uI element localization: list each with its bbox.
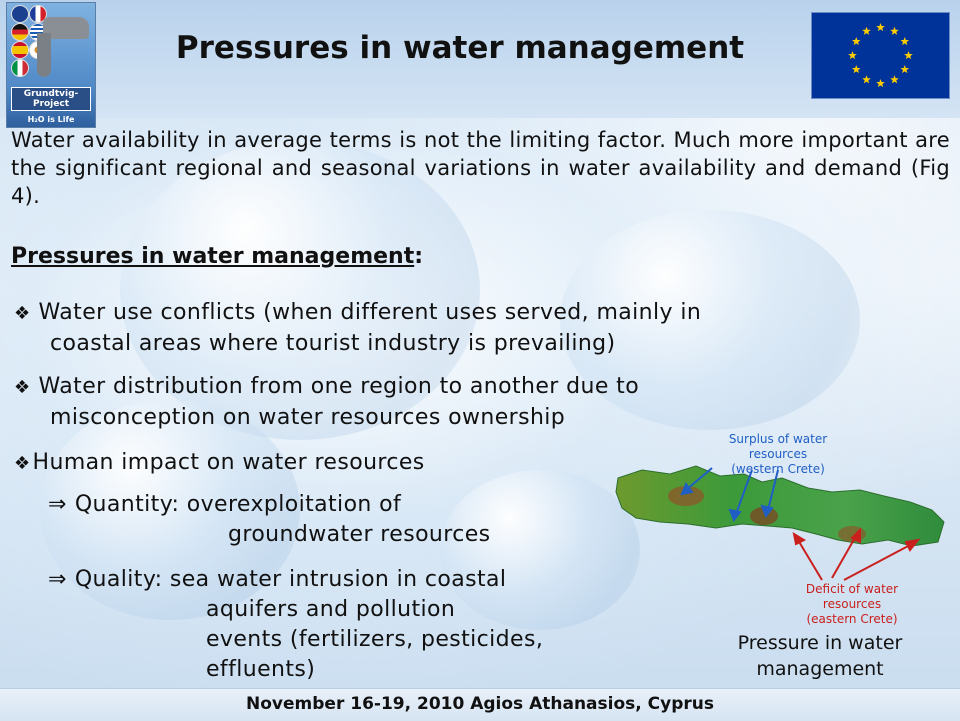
sub-bullet-label: Quantity:	[74, 492, 180, 517]
surplus-arrow	[767, 469, 779, 511]
surplus-label-line: Surplus of water	[728, 432, 828, 446]
eu-star-icon	[876, 79, 885, 88]
bullet-line: coastal areas where tourist industry is …	[50, 331, 616, 356]
faucet-neck-icon	[37, 33, 51, 77]
crete-map-icon	[615, 465, 945, 581]
sub-bullet-quantity: ⇒ Quantity: overexploitation of	[48, 490, 401, 520]
eu-star-icon	[890, 75, 899, 84]
deficit-arrow-head	[904, 538, 921, 552]
flag-spain-icon	[11, 41, 29, 59]
project-logo: Grundtvig-Project H₂O is Life	[6, 2, 96, 128]
surplus-arrow-head	[728, 508, 742, 523]
sub-bullet-line: events (fertilizers, pesticides,	[206, 627, 544, 652]
deficit-label-line: (eastern Crete)	[806, 612, 898, 626]
map-caption-line: Pressure in water	[737, 632, 903, 654]
diamond-bullet-icon: ❖	[14, 377, 31, 398]
diamond-bullet-icon: ❖	[14, 303, 31, 324]
surplus-label-line: (western Crete)	[731, 462, 825, 476]
header-band	[0, 0, 960, 118]
surplus-arrow-head	[760, 504, 774, 519]
section-heading: Pressures in water management:	[11, 244, 423, 269]
intro-paragraph: Water availability in average terms is n…	[11, 128, 950, 208]
deficit-arrow	[797, 539, 823, 581]
eu-star-icon	[904, 51, 913, 60]
section-heading-colon: :	[414, 244, 424, 269]
map-caption: Pressure in water management	[690, 630, 950, 682]
eu-star-icon	[851, 65, 861, 74]
bullet-line: misconception on water resources ownersh…	[50, 405, 566, 430]
deficit-arrow-head	[850, 527, 861, 544]
deficit-arrow	[831, 535, 857, 579]
map-caption-line: management	[756, 658, 884, 680]
eu-star-icon	[848, 51, 857, 60]
sub-bullet-line: groundwater resources	[228, 522, 491, 547]
footer-band	[0, 688, 960, 721]
water-drop-decoration	[560, 210, 860, 430]
flag-italy-icon	[11, 59, 29, 77]
logo-tagline: H₂O is Life	[27, 115, 75, 124]
eu-star-icon	[900, 65, 910, 74]
bullet-item: ❖ Water distribution from one region to a…	[14, 372, 874, 433]
sub-bullet-line: effluents)	[206, 657, 316, 682]
logo-project-name: Grundtvig-Project	[11, 87, 91, 111]
surplus-arrow	[735, 469, 753, 515]
section-heading-text: Pressures in water management	[11, 244, 415, 269]
eu-star-icon	[862, 75, 871, 84]
deficit-label-line: resources	[822, 597, 882, 611]
surplus-arrow-head	[680, 481, 694, 496]
diamond-bullet-icon: ❖	[14, 453, 31, 474]
eu-stars-icon	[848, 23, 913, 88]
eu-star-icon	[851, 37, 861, 46]
sub-bullet-line: overexploitation of	[186, 492, 402, 517]
bullet-item: ❖Human impact on water resources	[14, 448, 574, 479]
deficit-arrow	[843, 543, 913, 581]
sub-bullet-line: sea water intrusion in coastal	[169, 567, 507, 592]
mountain-region	[838, 526, 866, 542]
faucet-icon	[43, 17, 89, 39]
sub-bullet-line: aquifers and pollution	[206, 597, 456, 622]
sub-bullet-label: Quality:	[74, 567, 163, 592]
surplus-label-line: resources	[748, 447, 808, 461]
eu-star-icon	[900, 37, 910, 46]
water-drop-decoration	[40, 400, 300, 620]
flag-uk-icon	[11, 5, 29, 23]
mountain-region	[668, 486, 704, 506]
crete-island-shape	[615, 465, 945, 547]
eu-flag-icon	[811, 12, 950, 99]
sub-bullet-quality: ⇒ Quality: sea water intrusion in coastal	[48, 565, 506, 595]
flag-france-icon	[29, 5, 47, 23]
eu-star-icon	[890, 26, 899, 35]
deficit-label: Deficit of water resources (eastern Cret…	[782, 582, 922, 627]
eu-star-icon	[862, 26, 871, 35]
water-drop-decoration	[120, 140, 480, 440]
water-drop-decoration	[440, 470, 640, 630]
surplus-label: Surplus of water resources (western Cret…	[708, 432, 848, 477]
bullet-item: ❖ Water use conflicts (when different use…	[14, 298, 874, 359]
mountain-region	[750, 507, 778, 525]
deficit-label-line: Deficit of water	[805, 582, 899, 596]
eu-star-icon	[876, 23, 885, 32]
arrow-icon: ⇒	[48, 567, 67, 592]
bullet-line: Water distribution from one region to an…	[38, 374, 640, 399]
bullet-line: Human impact on water resources	[32, 450, 425, 475]
crete-map-figure: Surplus of water resources (western Cret…	[612, 430, 952, 630]
surplus-arrow	[685, 467, 713, 491]
page-title: Pressures in water management	[175, 30, 745, 66]
arrow-icon: ⇒	[48, 492, 67, 517]
flag-germany-icon	[11, 23, 29, 41]
footer-text: November 16-19, 2010 Agios Athanasios, C…	[246, 694, 714, 714]
logo-text: Grundtvig-Project H₂O is Life	[7, 87, 95, 124]
deficit-arrow-head	[792, 531, 807, 546]
bullet-line: Water use conflicts (when different uses…	[38, 300, 702, 325]
